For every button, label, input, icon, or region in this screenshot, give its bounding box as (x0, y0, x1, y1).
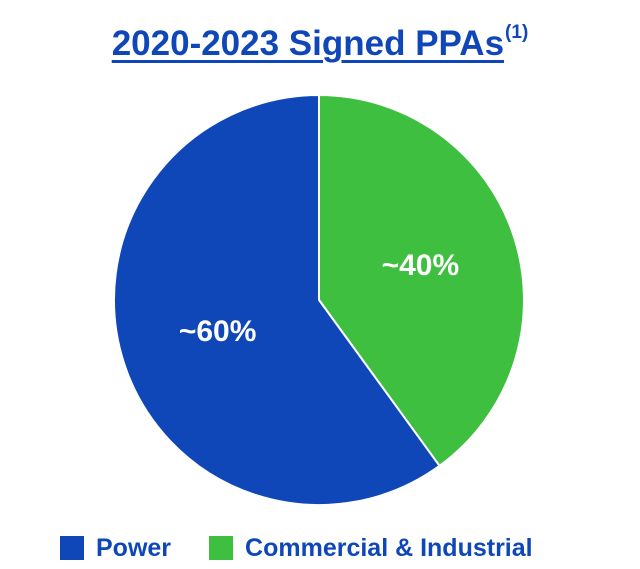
legend-item-commercial-industrial: Commercial & Industrial (209, 534, 533, 563)
pie-slice-commercial-industrial (318, 93, 525, 468)
legend: Power Commercial & Industrial (60, 530, 571, 566)
chart-title-text: 2020-2023 Signed PPAs (111, 24, 505, 63)
legend-swatch-commercial-industrial (209, 536, 234, 560)
slice-label-commercial-industrial: ~40% (382, 249, 460, 282)
pie-slice-power (113, 93, 441, 506)
chart-title: 2020-2023 Signed PPAs(1) (0, 22, 640, 64)
legend-item-power: Power (60, 534, 171, 563)
legend-label-commercial-industrial: Commercial & Industrial (245, 533, 533, 562)
legend-swatch-power (60, 536, 84, 560)
slice-label-power: ~60% (179, 315, 257, 348)
legend-label-power: Power (96, 533, 172, 562)
title-footnote: (1) (505, 22, 529, 43)
